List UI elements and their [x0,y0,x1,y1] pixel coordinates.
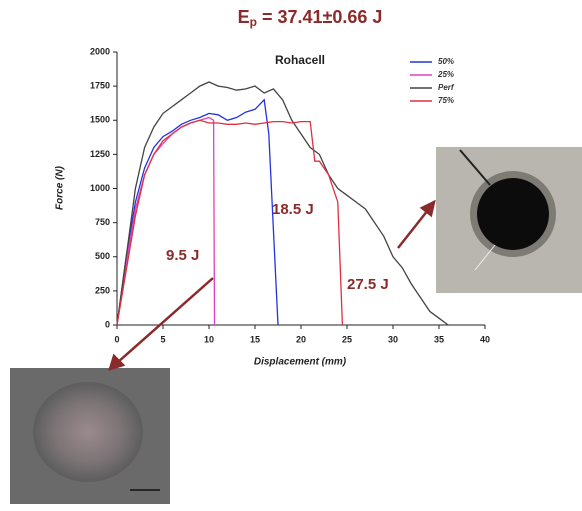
y-tick-label: 750 [95,217,110,227]
x-tick-label: 0 [114,334,119,344]
x-tick-label: 25 [342,334,352,344]
x-tick-label: 35 [434,334,444,344]
x-tick-label: 15 [250,334,260,344]
legend-label: 50% [438,57,454,66]
y-tick-label: 1500 [90,115,110,125]
title-base: E [238,7,250,27]
legend-label: 25% [437,70,454,79]
series-line [116,98,279,326]
y-tick-label: 1750 [90,81,110,91]
legend-label: 75% [438,96,454,105]
y-tick-label: 250 [95,285,110,295]
annotation: 9.5 J [166,247,199,264]
x-tick-label: 5 [160,334,165,344]
y-tick-label: 0 [105,319,110,329]
x-tick-label: 30 [388,334,398,344]
x-tick-label: 10 [204,334,214,344]
legend-label: Perf [438,83,455,92]
title-subscript: p [250,15,257,29]
title-rest: = 37.41±0.66 J [257,7,382,27]
y-axis-label: Force (N) [55,165,66,210]
y-tick-label: 500 [95,251,110,261]
series-line [116,81,449,326]
arrows [108,199,436,371]
chart-title: Ep = 37.41±0.66 J [238,7,383,29]
x-tick-label: 40 [480,334,490,344]
photo-right [436,147,582,293]
x-tick-label: 20 [296,334,306,344]
x-axis-label: Displacement (mm) [254,357,347,368]
y-tick-label: 1250 [90,149,110,159]
annotation: 27.5 J [347,276,389,293]
series-line [116,119,344,326]
y-tick-label: 2000 [90,46,110,56]
chart-subtitle: Rohacell [275,53,325,67]
photo-left [10,368,170,504]
y-tick-label: 1000 [90,183,110,193]
annotation: 18.5 J [272,201,314,218]
